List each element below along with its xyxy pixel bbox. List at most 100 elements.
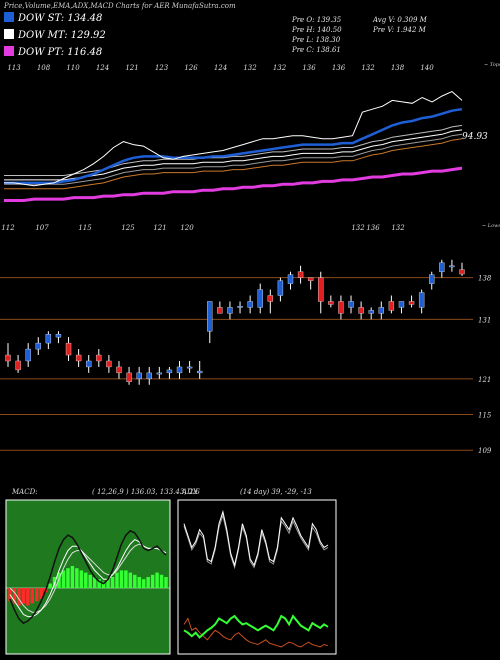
ema-orange-line	[4, 138, 463, 190]
candle-down	[307, 277, 314, 281]
adx-red-line	[183, 617, 329, 648]
candle-up	[55, 333, 62, 338]
legend-mt: DOW MT: 129.92	[4, 29, 106, 41]
candle-down	[328, 301, 334, 305]
candle-down	[15, 360, 21, 371]
ema-side-label-bottom: ~ Lows	[482, 223, 500, 229]
ema-short-line	[4, 107, 463, 185]
ema-top-tick-label: 126	[184, 64, 198, 72]
candle-down	[75, 354, 82, 362]
ema-bottom-tick-label: 132	[351, 224, 365, 232]
macd-hist-bar	[155, 572, 159, 588]
candle-up	[277, 280, 284, 296]
candle-down	[116, 366, 122, 374]
ema-bottom-tick-label: 120	[180, 224, 194, 232]
candle-down	[297, 271, 304, 278]
candle-up	[348, 301, 354, 308]
ema-top-tick-label: 132	[243, 64, 257, 72]
macd-hist-bar	[141, 579, 146, 588]
candle-up	[35, 342, 41, 350]
ema-mid-line-upper	[4, 124, 463, 176]
macd-hist-bar	[61, 570, 66, 588]
macd-hist-bar	[26, 588, 30, 606]
ema-top-tick-label: 136	[332, 64, 346, 72]
ema-top-tick-label: 124	[214, 64, 227, 72]
price-tick-label: 121	[478, 376, 491, 384]
macd-hist-bar	[159, 574, 164, 588]
macd-title: MACD:	[12, 488, 38, 496]
macd-hist-bar	[150, 574, 155, 588]
ema-last-value-label: 94.93	[462, 132, 488, 142]
ema-mid-line-lower	[4, 133, 463, 185]
macd-params: ( 12,26,9 ) 136.03, 133.43, 2.6	[92, 488, 200, 496]
macd-hist-bar	[106, 579, 110, 588]
candle-down	[126, 372, 132, 383]
macd-hist-bar	[17, 588, 21, 606]
candle-up	[156, 372, 163, 375]
candle-up	[237, 306, 243, 308]
ema-long-line	[4, 166, 463, 202]
candle-down	[358, 307, 364, 314]
adx-plus-di-line	[183, 509, 329, 568]
candle-up	[257, 289, 263, 308]
stat-open: Pre O: 139.35	[292, 16, 342, 24]
macd-hist-bar	[70, 566, 75, 588]
candle-down	[459, 269, 465, 275]
legend-pt-label: DOW PT: 116.48	[18, 47, 103, 58]
candle-down	[388, 301, 395, 311]
macd-hist-bar	[137, 577, 141, 588]
ema-top-tick-label: 110	[66, 64, 80, 72]
candle-down	[5, 354, 11, 362]
macd-hist-bar	[35, 588, 39, 602]
macd-hist-bar	[48, 583, 52, 588]
candle-up	[449, 265, 455, 268]
macd-hist-bar	[39, 588, 43, 599]
candle-down	[106, 360, 112, 368]
macd-hist-bar	[75, 568, 79, 588]
macd-hist-bar	[164, 577, 168, 588]
macd-hist-bar	[133, 574, 137, 588]
macd-hist-bar	[84, 572, 88, 588]
candle-up	[378, 307, 384, 314]
candle-up	[368, 310, 374, 314]
macd-panel-frame	[5, 499, 171, 655]
legend-pt-swatch	[4, 46, 14, 56]
legend-pt: DOW PT: 116.48	[4, 46, 102, 58]
ema-bottom-tick-label: 107	[35, 224, 49, 232]
legend-st: DOW ST: 134.48	[4, 12, 102, 24]
candle-up	[418, 292, 425, 308]
adx-line	[183, 614, 329, 639]
legend-st-swatch	[4, 12, 14, 22]
price-tick-label: 131	[478, 316, 491, 324]
candle-up	[136, 372, 142, 380]
ema-bottom-tick-label: 112	[1, 224, 15, 232]
macd-hist-bar	[79, 570, 84, 588]
legend-st-label: DOW ST: 134.48	[18, 13, 103, 24]
macd-hist-bar	[92, 577, 97, 588]
macd-hist-bar	[146, 577, 150, 588]
macd-hist-bar	[30, 588, 35, 604]
ema-bottom-tick-label: 121	[153, 224, 166, 232]
candle-up	[86, 360, 92, 368]
candle-up	[146, 372, 152, 380]
macd-hist-bar	[124, 570, 128, 588]
candle-up	[166, 369, 173, 374]
ema-bottom-tick-label: 115	[78, 224, 92, 232]
macd-hist-bar	[12, 588, 17, 604]
ema-bottom-tick-label: 136	[366, 224, 380, 232]
candle-down	[318, 277, 324, 302]
candle-up	[186, 366, 193, 369]
ema-side-label-top: ~ Tops	[484, 62, 500, 68]
macd-hist-bar	[110, 577, 115, 588]
ema-bottom-tick-label: 125	[121, 224, 135, 232]
candle-up	[196, 370, 203, 374]
macd-line	[9, 529, 167, 625]
macd-hist-bar	[97, 579, 101, 588]
candle-down	[408, 301, 415, 305]
ema-top-tick-label: 140	[420, 64, 434, 72]
stat-avg-volume: Avg V: 0.309 M	[373, 16, 427, 24]
price-tick-label: 115	[478, 412, 492, 420]
candle-up	[287, 274, 294, 284]
candle-up	[176, 366, 183, 374]
